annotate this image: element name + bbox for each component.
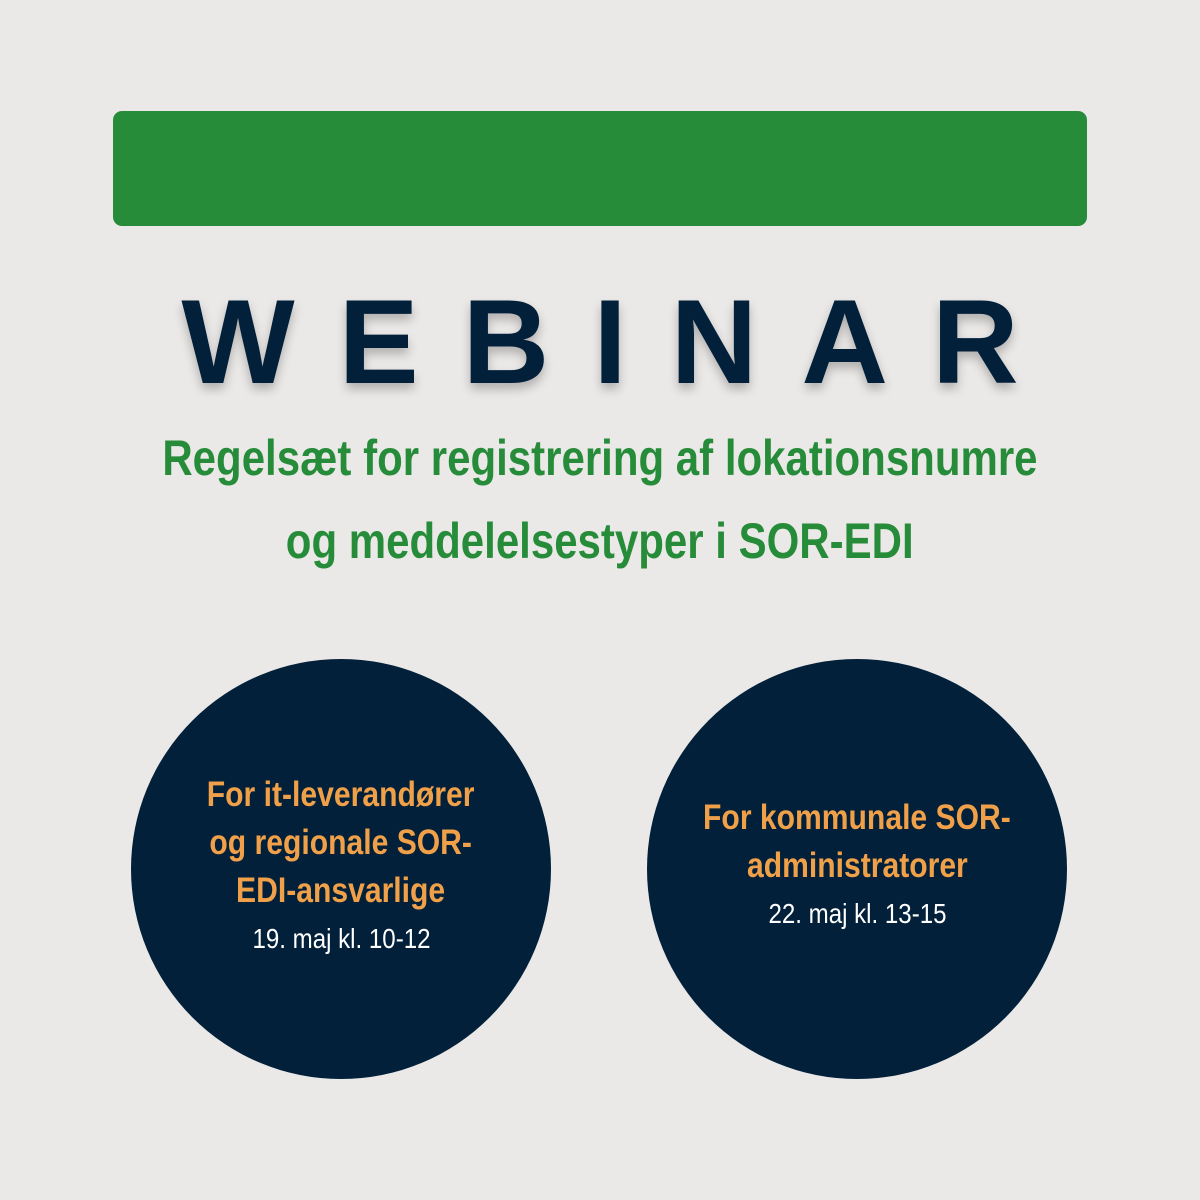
session-circle-2: For kommunale SOR- administratorer 22. m…: [647, 659, 1067, 1079]
session-1-audience-line: For it-leverandører: [207, 775, 475, 814]
session-2-audience-line: For kommunale SOR-: [703, 798, 1011, 837]
subtitle-line-2: og meddelelsestyper i SOR-EDI: [286, 513, 914, 569]
subtitle-line-1: Regelsæt for registrering af lokationsnu…: [162, 430, 1038, 486]
webinar-title: WEBINAR: [181, 275, 1063, 409]
session-circle-1: For it-leverandører og regionale SOR- ED…: [131, 659, 551, 1079]
session-1-date: 19. maj kl. 10-12: [251, 923, 431, 954]
session-1-audience-line: og regionale SOR-: [209, 823, 473, 862]
session-1-audience-line: EDI-ansvarlige: [236, 871, 446, 910]
session-2-date: 22. maj kl. 13-15: [767, 898, 947, 929]
session-2-audience-line: administratorer: [746, 846, 968, 885]
green-banner: [113, 111, 1087, 226]
